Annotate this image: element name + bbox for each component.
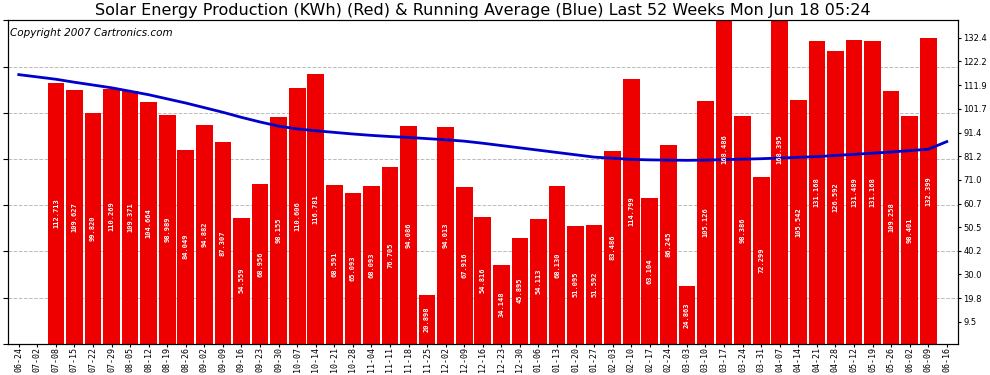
Text: 51.592: 51.592 [591,272,597,297]
Bar [103,89,120,344]
Bar [122,91,139,344]
Text: 126.592: 126.592 [833,183,839,212]
Bar [735,117,751,344]
Bar [883,92,900,344]
Bar [363,186,380,344]
Bar [381,166,398,344]
Text: 105.542: 105.542 [795,207,801,237]
Text: 63.104: 63.104 [646,258,652,284]
Bar [196,124,213,344]
Text: 54.559: 54.559 [239,268,245,294]
Text: 65.093: 65.093 [349,256,355,281]
Bar [251,184,268,344]
Bar [159,115,175,344]
Title: Solar Energy Production (KWh) (Red) & Running Average (Blue) Last 52 Weeks Mon J: Solar Energy Production (KWh) (Red) & Ru… [95,3,870,18]
Text: 45.895: 45.895 [517,278,523,303]
Text: 110.606: 110.606 [294,201,300,231]
Text: 51.095: 51.095 [572,272,578,297]
Bar [548,186,565,344]
Bar [48,83,64,344]
Bar [716,0,733,344]
Text: 99.820: 99.820 [90,216,96,241]
Text: 109.258: 109.258 [888,202,894,232]
Bar [752,177,769,344]
Bar [771,0,788,344]
Text: 87.307: 87.307 [220,230,226,256]
Text: 83.486: 83.486 [610,235,616,260]
Bar [400,126,417,344]
Bar [307,74,324,344]
Bar [530,219,546,344]
Text: 94.086: 94.086 [406,222,412,248]
Text: 68.591: 68.591 [332,252,338,277]
Bar [827,51,843,344]
Text: 98.401: 98.401 [907,217,913,243]
Bar [901,116,918,344]
Text: 131.489: 131.489 [851,177,857,207]
Bar [215,142,232,344]
Text: 24.863: 24.863 [684,302,690,328]
Bar [438,127,454,344]
Text: 110.269: 110.269 [109,201,115,231]
Bar [567,226,584,344]
Text: 94.882: 94.882 [201,221,207,247]
Text: 54.816: 54.816 [480,268,486,293]
Bar [697,101,714,344]
Text: 105.126: 105.126 [703,207,709,237]
Bar [864,41,881,344]
Text: 116.781: 116.781 [313,194,319,224]
Bar [326,185,343,344]
Bar [419,296,436,344]
Bar [270,117,287,344]
Text: 168.395: 168.395 [777,134,783,164]
Bar [790,100,807,344]
Text: 54.113: 54.113 [536,268,542,294]
Bar [678,286,695,344]
Text: 168.486: 168.486 [721,134,727,164]
Text: 98.989: 98.989 [164,217,170,242]
Text: 68.093: 68.093 [368,252,374,278]
Text: 112.713: 112.713 [52,199,58,228]
Text: 132.399: 132.399 [926,176,932,206]
Text: 86.245: 86.245 [665,231,671,257]
Bar [345,194,361,344]
Bar [920,38,937,344]
Bar [289,88,306,344]
Bar [809,41,826,344]
Text: 114.799: 114.799 [629,196,635,226]
Text: 104.664: 104.664 [146,208,151,238]
Bar [660,144,677,344]
Bar [586,225,603,344]
Bar [512,238,529,344]
Text: 72.299: 72.299 [758,248,764,273]
Text: 109.371: 109.371 [127,202,133,232]
Text: 109.627: 109.627 [71,202,77,232]
Bar [623,78,640,344]
Text: 68.130: 68.130 [554,252,560,278]
Bar [493,265,510,344]
Text: 131.168: 131.168 [814,177,820,207]
Text: 94.013: 94.013 [443,222,448,248]
Bar [66,90,83,344]
Text: 98.386: 98.386 [740,217,745,243]
Bar [141,102,157,344]
Bar [177,150,194,344]
Bar [604,151,621,344]
Text: 20.898: 20.898 [424,307,430,332]
Text: Copyright 2007 Cartronics.com: Copyright 2007 Cartronics.com [11,28,173,38]
Text: 76.705: 76.705 [387,242,393,268]
Text: 68.956: 68.956 [257,251,263,277]
Bar [642,198,658,344]
Bar [233,218,249,344]
Text: 34.148: 34.148 [498,291,504,317]
Text: 98.155: 98.155 [275,217,281,243]
Bar [845,40,862,344]
Bar [85,113,101,344]
Bar [455,187,472,344]
Bar [474,217,491,344]
Text: 67.916: 67.916 [461,252,467,278]
Text: 84.049: 84.049 [183,234,189,260]
Text: 131.168: 131.168 [869,177,875,207]
